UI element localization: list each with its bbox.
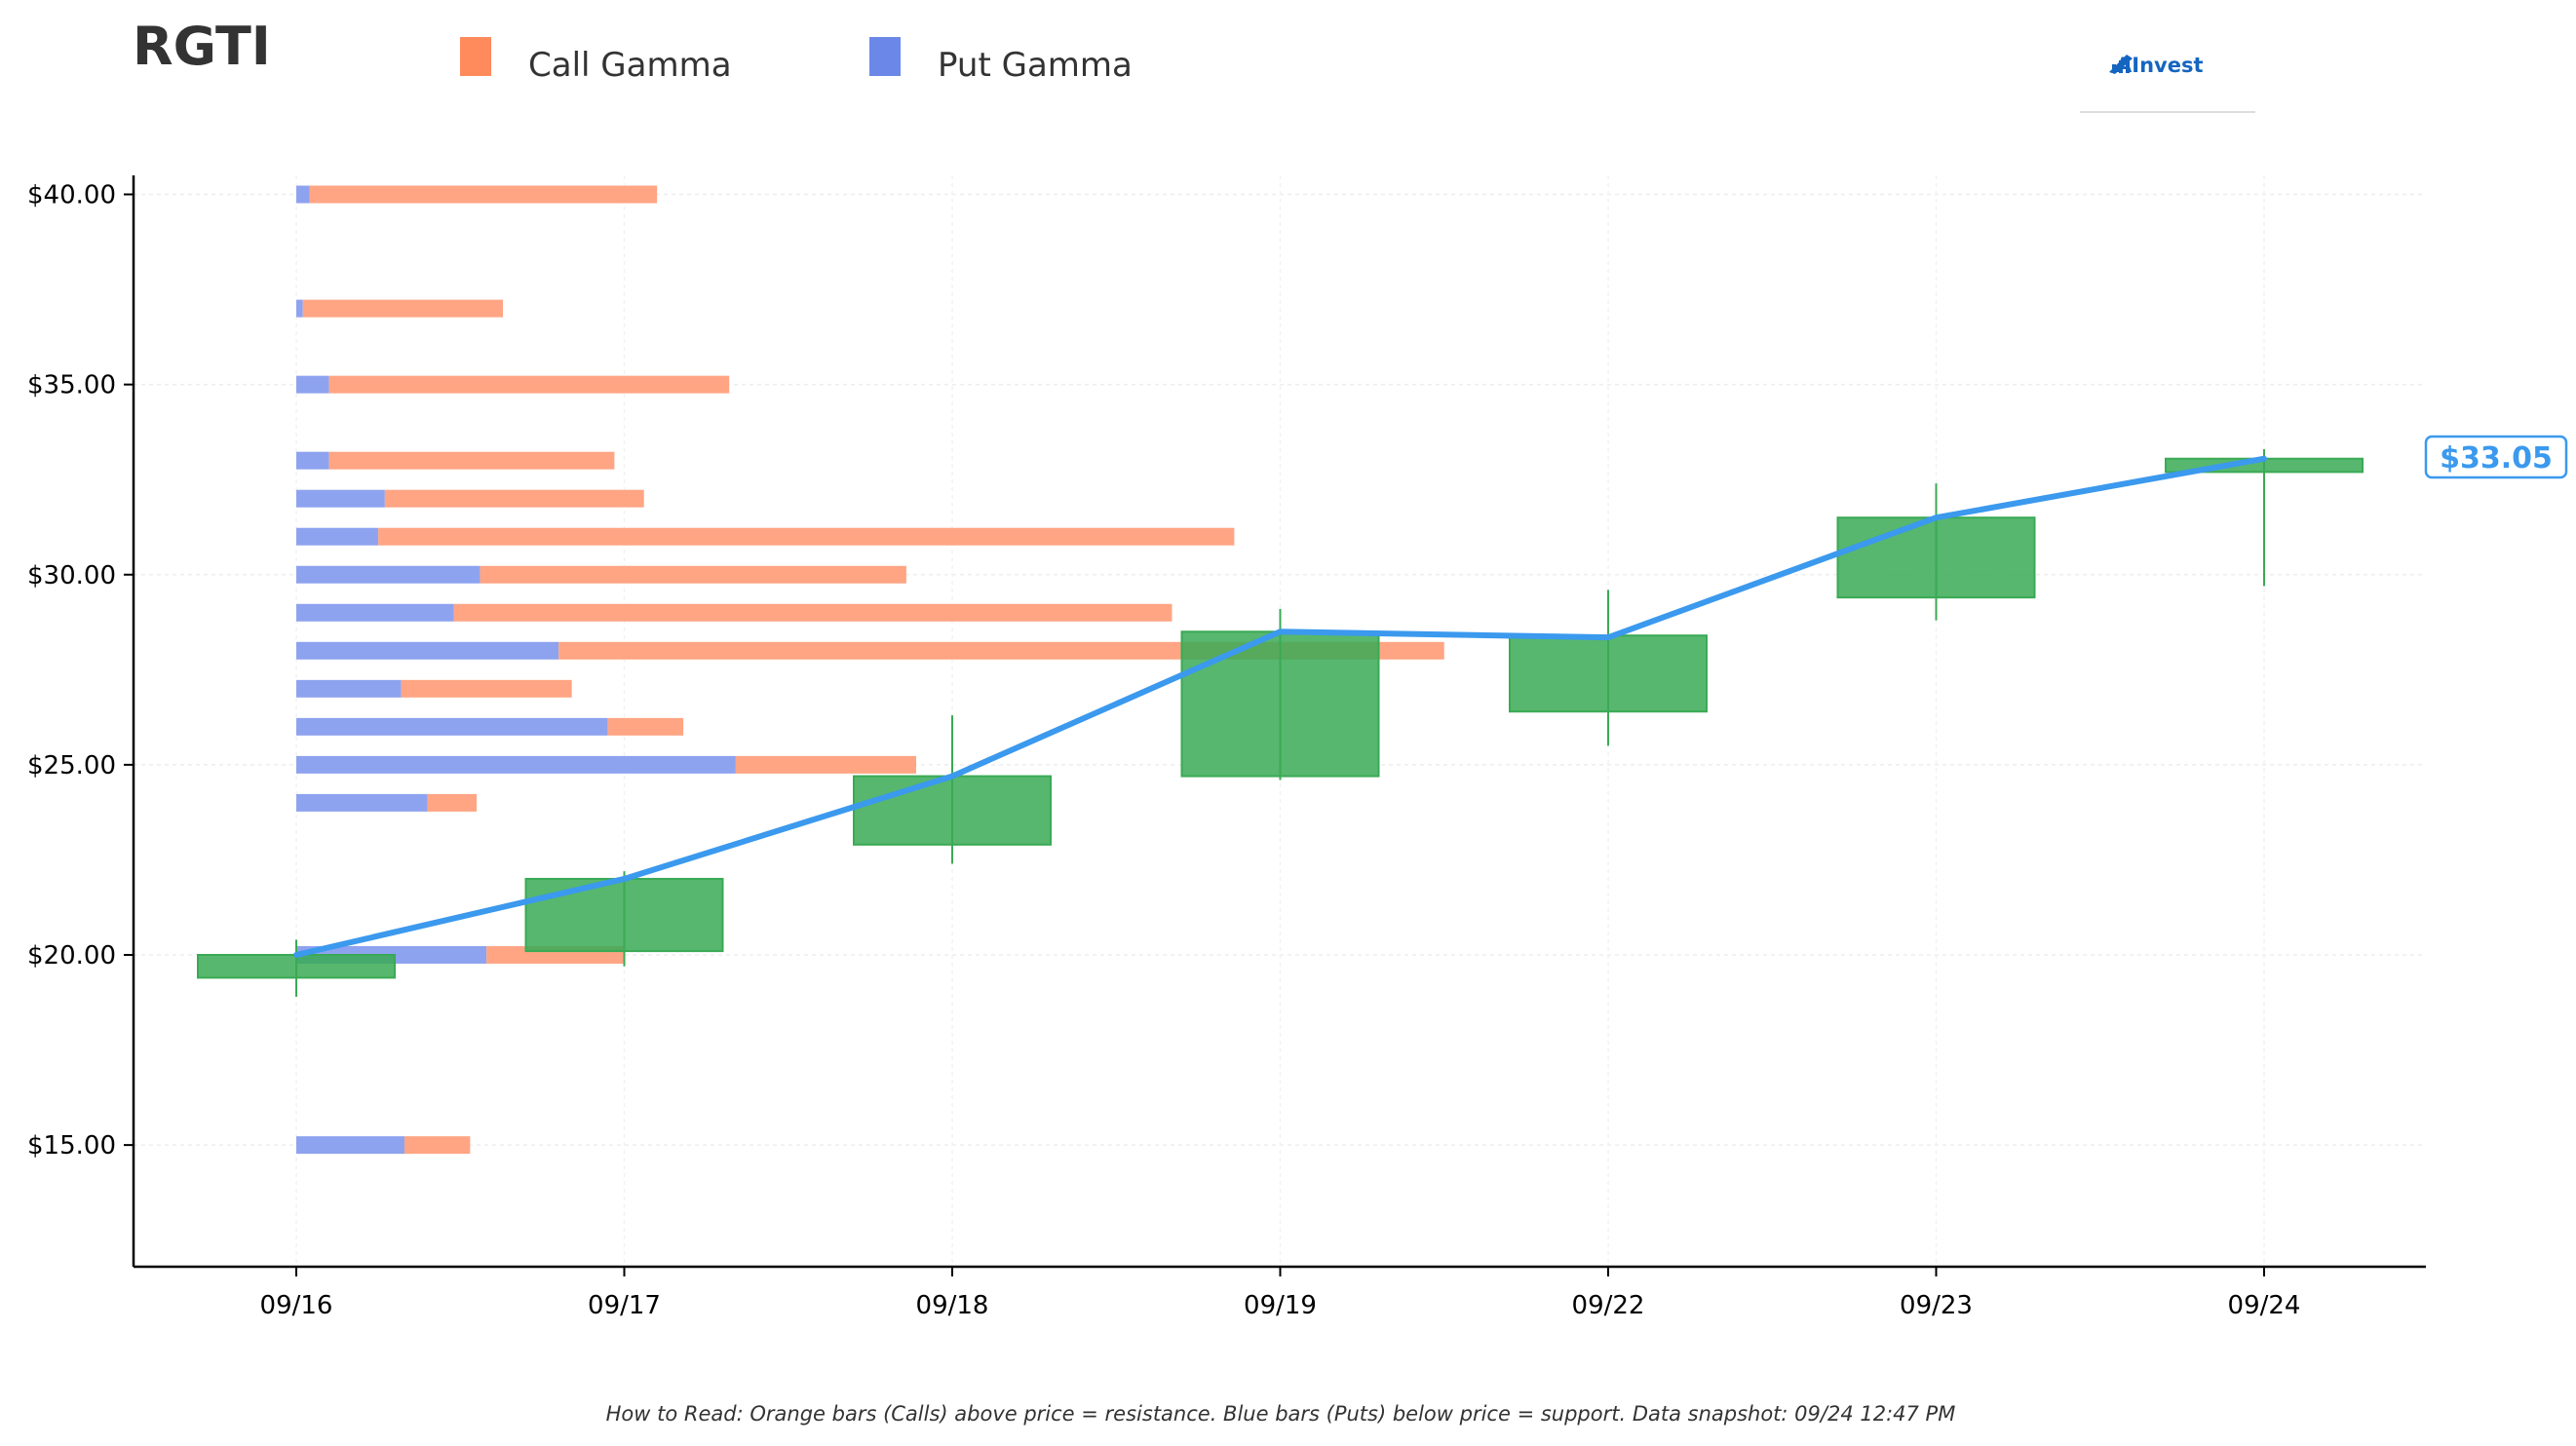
put-gamma-bar [296, 717, 608, 736]
y-tick-label: $15.00 [27, 1131, 116, 1161]
put-gamma-bar [296, 793, 428, 812]
x-tick-label: 09/22 [1572, 1291, 1645, 1320]
brand-name: AInvest [2116, 54, 2204, 77]
x-tick-label: 09/19 [1244, 1291, 1317, 1320]
put-gamma-bar [296, 489, 385, 508]
legend-call-swatch [460, 37, 491, 76]
call-gamma-bar [309, 185, 658, 204]
put-gamma-bar [296, 185, 310, 204]
put-gamma-bar [296, 1136, 405, 1155]
y-tick-label: $30.00 [27, 561, 116, 590]
call-gamma-bar [480, 565, 906, 584]
call-gamma-bar [404, 1136, 471, 1155]
call-gamma-bar [427, 793, 478, 812]
put-gamma-bar [296, 755, 736, 774]
legend: Call Gamma Put Gamma [460, 37, 1133, 85]
candle-body [1509, 634, 1708, 713]
x-tick-label: 09/24 [2228, 1291, 2301, 1320]
y-tick-label: $40.00 [27, 181, 116, 210]
chart-title-ticker: RGTI [133, 16, 271, 77]
call-gamma-bar [328, 451, 615, 470]
legend-put-label: Put Gamma [938, 46, 1133, 85]
call-gamma-bar [384, 489, 644, 508]
put-gamma-bar [296, 299, 303, 318]
candle-body [524, 877, 724, 953]
candle-body [1180, 630, 1380, 778]
ainvest-logo-icon [2109, 55, 2133, 74]
put-gamma-bar [296, 565, 481, 584]
candle-body [197, 954, 396, 979]
put-gamma-bar [296, 451, 329, 470]
legend-call-label: Call Gamma [528, 46, 732, 85]
y-tick-label: $20.00 [27, 941, 116, 970]
x-tick-label: 09/17 [588, 1291, 661, 1320]
put-gamma-bar [296, 603, 454, 622]
candle-body [853, 775, 1052, 846]
y-tick-label: $35.00 [27, 371, 116, 400]
current-price-callout: $33.05 [2424, 435, 2568, 479]
price-line [293, 455, 2267, 958]
candlesticks [197, 448, 2364, 997]
call-gamma-bar [378, 527, 1235, 546]
call-gamma-bar [401, 679, 572, 698]
x-tick-label: 09/16 [260, 1291, 333, 1320]
put-gamma-bar [296, 679, 402, 698]
call-gamma-bar [735, 755, 916, 774]
x-tick-label: 09/23 [1900, 1291, 1973, 1320]
call-gamma-bar [302, 299, 503, 318]
axes: $15.00 $20.00 $25.00 $30.00 $35.00 $40.00 09/1… [27, 175, 2426, 1320]
call-gamma-bar [328, 375, 730, 394]
x-tick-label: 09/18 [916, 1291, 989, 1320]
price-line-series [293, 455, 2267, 958]
legend-put-swatch [869, 37, 901, 76]
footnote: How to Read: Orange bars (Calls) above p… [606, 1402, 1956, 1426]
put-gamma-bar [296, 527, 379, 546]
call-gamma-bar [607, 717, 684, 736]
ainvest-logo: AInvest [2080, 54, 2255, 113]
y-tick-label: $25.00 [27, 751, 116, 780]
current-price-label: $33.05 [2440, 441, 2553, 476]
put-gamma-bar [296, 375, 329, 394]
call-gamma-bar [453, 603, 1173, 622]
put-gamma-bar [296, 641, 559, 660]
candle-body [1836, 516, 2036, 599]
current-price-box [2424, 435, 2568, 479]
